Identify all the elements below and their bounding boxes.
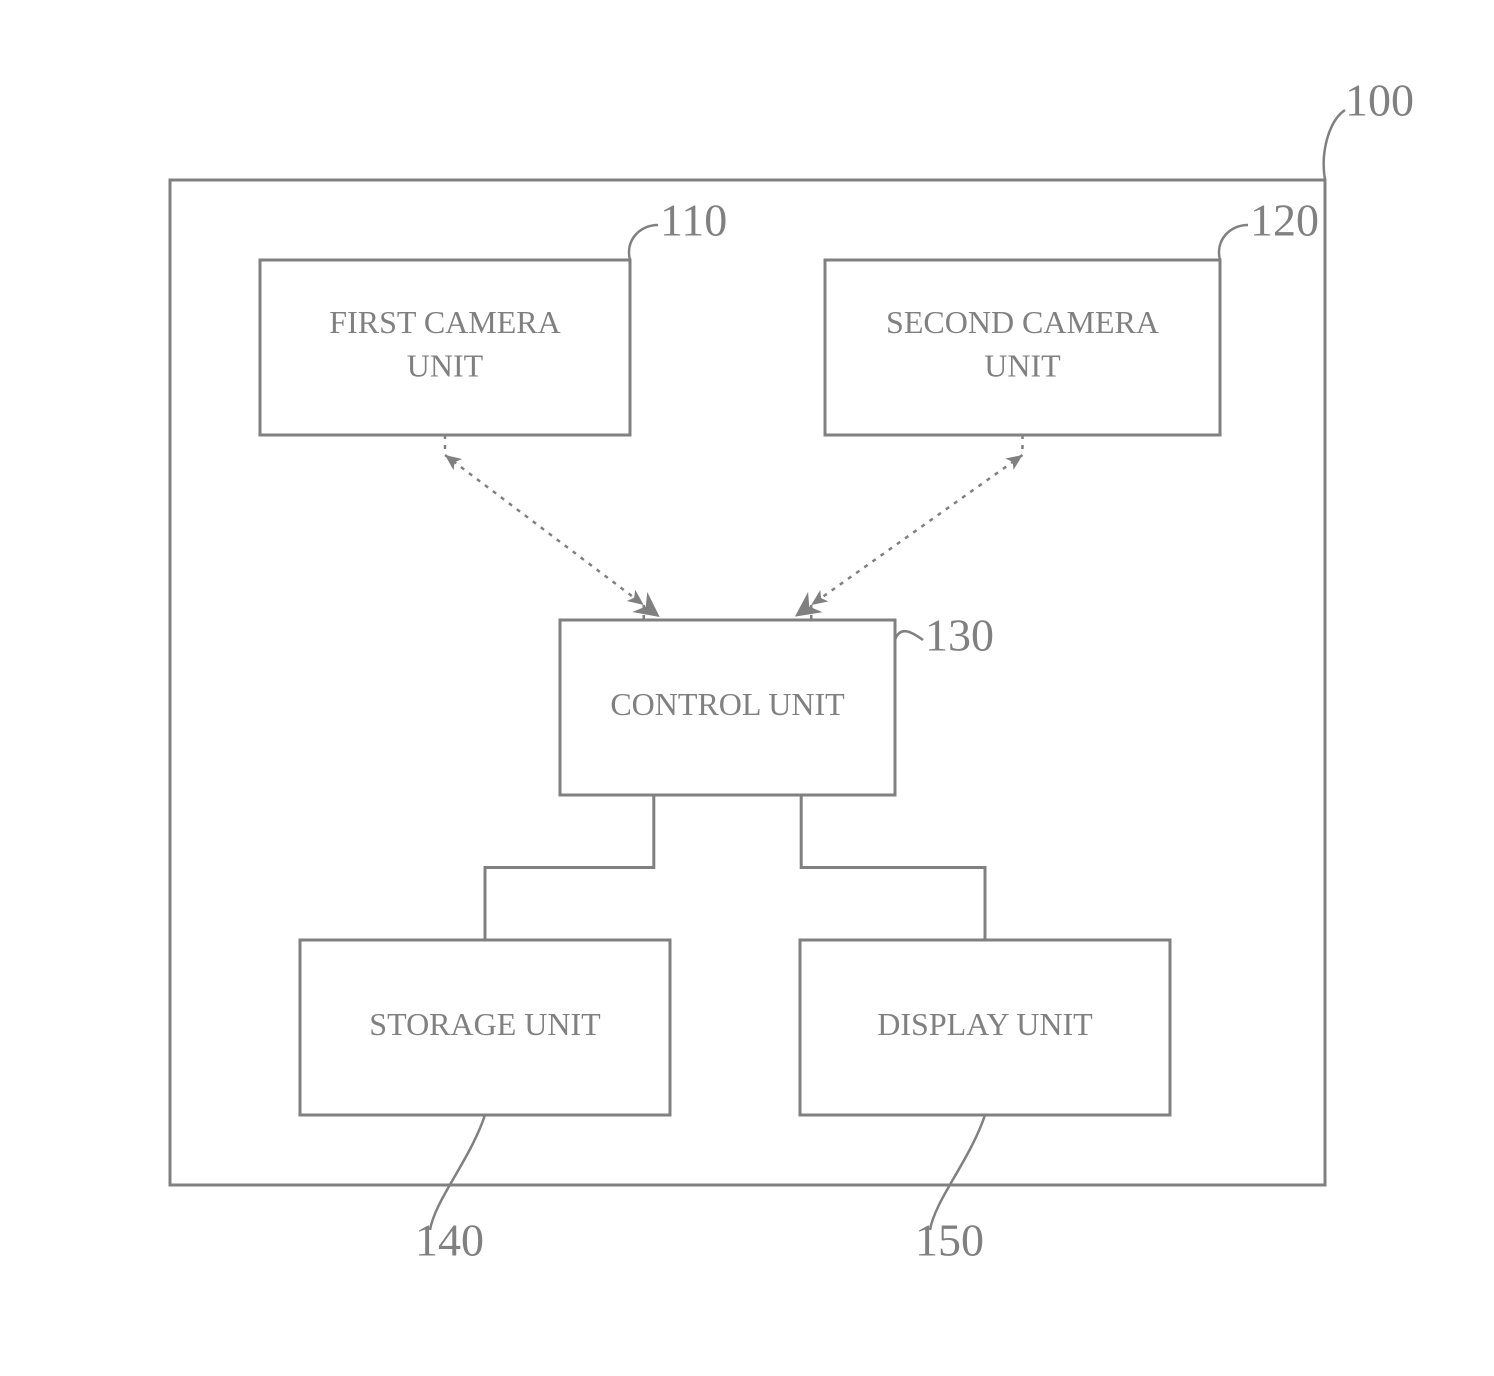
block-diagram: FIRST CAMERA UNIT SECOND CAMERA UNIT CONTROL… [0,0,1494,1376]
arrow-control-to-second_camera [1005,455,1022,470]
ref-label-100: 100 [1345,75,1414,126]
connection-control-display [801,795,985,940]
control-label-line-0: CONTROL UNIT [610,686,845,722]
arrow-first_camera-to-control [627,590,644,605]
first_camera-label-line-1: UNIT [407,347,484,383]
arrow-second_camera-to-control [811,590,828,605]
leader-100 [1324,110,1345,180]
ref-label-110: 110 [660,195,727,246]
leader-130 [895,631,923,640]
leader-120 [1219,225,1248,260]
storage-label-line-0: STORAGE UNIT [369,1006,601,1042]
leader-150 [930,1115,985,1230]
second_camera-label-line-0: SECOND CAMERA [886,304,1159,340]
arrow-control-to-first_camera [445,455,462,470]
ref-label-140: 140 [415,1215,484,1266]
ref-label-120: 120 [1250,195,1319,246]
dotted-first_camera-control [445,455,644,605]
leader-110 [629,225,658,260]
dotted-second_camera-control [811,455,1022,605]
second_camera-label-line-1: UNIT [984,347,1061,383]
first_camera-label-line-0: FIRST CAMERA [329,304,560,340]
ref-label-130: 130 [925,610,994,661]
display-label-line-0: DISPLAY UNIT [877,1006,1093,1042]
connection-control-storage [485,795,654,940]
leader-140 [430,1115,485,1230]
ref-label-150: 150 [915,1215,984,1266]
